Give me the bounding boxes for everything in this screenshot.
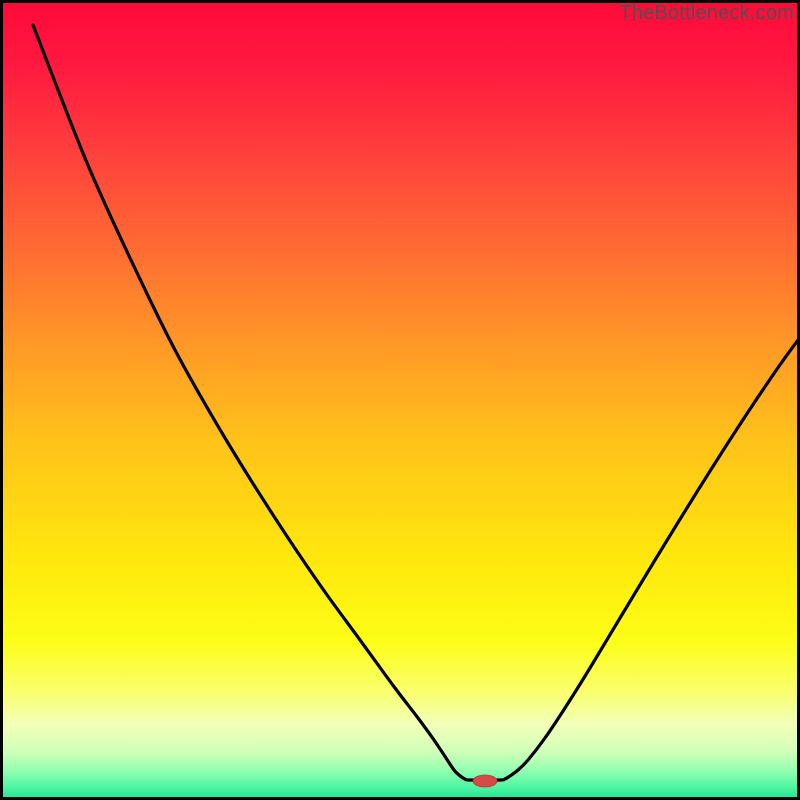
- bottleneck-chart: [0, 0, 800, 800]
- chart-container: { "watermark": "TheBottleneck.com", "cha…: [0, 0, 800, 800]
- optimal-point-marker: [473, 775, 497, 787]
- watermark-text: TheBottleneck.com: [619, 2, 794, 25]
- gradient-background: [0, 0, 800, 800]
